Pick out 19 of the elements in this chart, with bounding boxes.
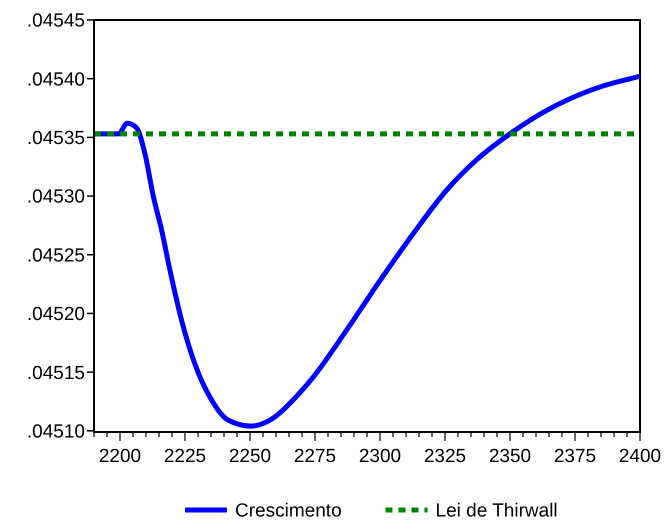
- y-tick-label: .04535: [26, 128, 85, 150]
- x-tick-label: 2250: [228, 446, 272, 467]
- y-tick-label: .04515: [26, 362, 85, 384]
- x-tick-label: 2275: [294, 446, 336, 467]
- y-tick-label: .04545: [26, 10, 85, 32]
- x-tick-label: 2375: [554, 446, 596, 467]
- x-tick-label: 2300: [358, 446, 402, 467]
- legend-label: Crescimento: [235, 500, 342, 522]
- y-tick-label: .04540: [26, 69, 85, 90]
- x-tick-label: 2225: [164, 446, 206, 467]
- x-tick-label: 2325: [424, 446, 466, 467]
- y-tick-label: .04510: [26, 421, 85, 442]
- y-tick-label: .04520: [26, 304, 85, 326]
- x-tick-label: 2200: [98, 446, 142, 467]
- legend-label: Lei de Thirwall: [436, 500, 558, 522]
- x-tick-label: 2350: [488, 446, 532, 467]
- x-tick-label: 2400: [618, 446, 662, 467]
- y-tick-label: .04525: [26, 245, 85, 266]
- y-tick-label: .04530: [26, 186, 85, 208]
